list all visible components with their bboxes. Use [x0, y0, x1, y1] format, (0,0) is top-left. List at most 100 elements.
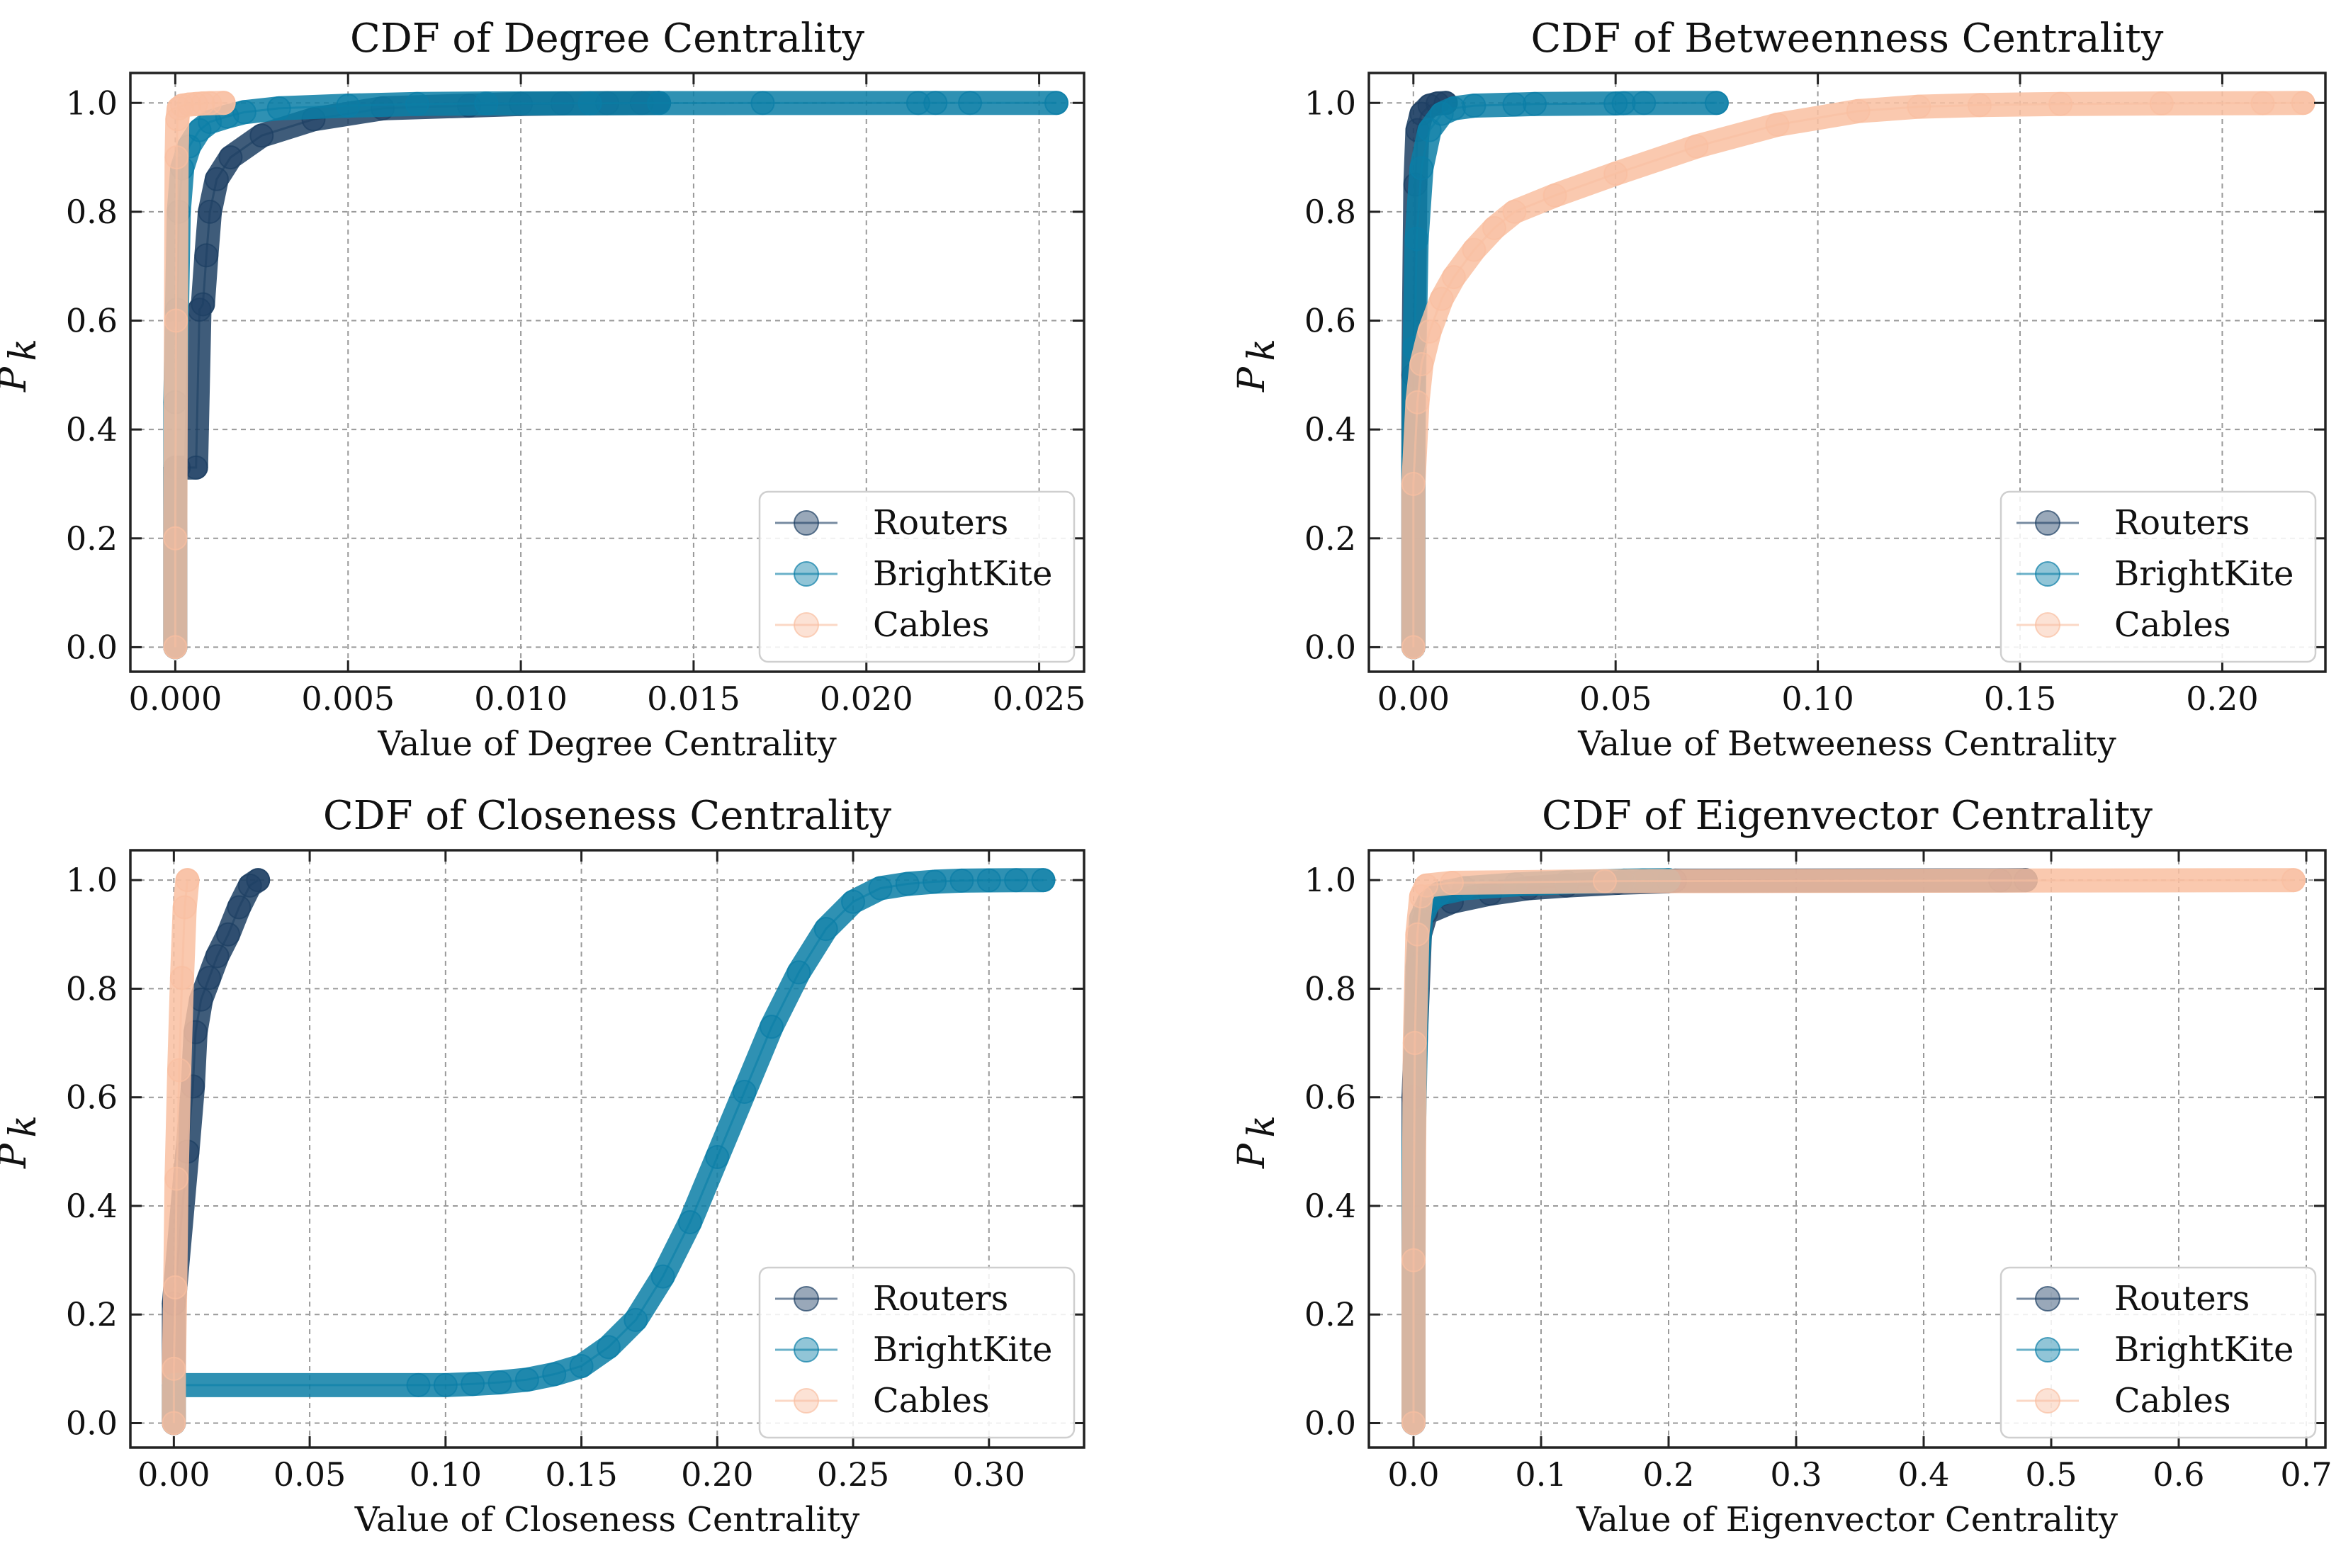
y-axis-label-sub: k: [2, 339, 45, 361]
data-point-cables: [1402, 1031, 1427, 1056]
chart-title: CDF of Betweenness Centrality: [1531, 16, 2164, 62]
y-axis-label: Pk: [1231, 1115, 1283, 1169]
data-point-routers: [218, 145, 243, 170]
data-point-cables: [1429, 286, 1454, 311]
y-tick-label: 0.4: [1304, 410, 1356, 449]
legend-marker-cables: [2035, 612, 2060, 638]
y-axis-label-sub: k: [1241, 1115, 1283, 1138]
x-tick-label: 0.015: [647, 679, 740, 718]
legend-label-brightkite: BrightKite: [2114, 554, 2294, 594]
data-point-cables: [1409, 351, 1434, 376]
data-point-brightkite: [750, 91, 775, 115]
legend-label-routers: Routers: [873, 1279, 1008, 1319]
y-axis-label-main: P: [1231, 1143, 1273, 1169]
y-axis-label-sub: k: [1241, 339, 1283, 361]
subplot-1: 0.000 0.005 0.010 0.015 0.020 0.025 0.0 0.2 0.4 0…: [0, 16, 1085, 764]
x-tick-label: 0.1: [1515, 1455, 1567, 1494]
data-point-brightkite: [596, 1335, 621, 1360]
legend-box: [1999, 1266, 2317, 1439]
data-point-cables: [1417, 319, 1442, 344]
x-tick-label: 0.05: [273, 1455, 346, 1494]
data-point-routers: [249, 123, 274, 148]
x-tick-label: 0.5: [2025, 1455, 2077, 1494]
legend-marker-brightkite: [794, 1337, 819, 1363]
data-point-cables: [163, 635, 188, 660]
data-point-cables: [2250, 91, 2275, 115]
data-point-routers: [205, 944, 230, 969]
x-tick-label: 0.00: [137, 1455, 210, 1494]
legend-label-cables: Cables: [2114, 1381, 2230, 1421]
y-tick-label: 1.0: [1304, 861, 1356, 899]
data-point-cables: [198, 91, 222, 115]
data-point-cables: [176, 92, 201, 117]
x-tick-label: 0.15: [545, 1455, 617, 1494]
y-tick-label: 0.2: [66, 1295, 118, 1333]
chart-title: CDF of Eigenvector Centrality: [1542, 793, 2153, 839]
data-point-cables: [1405, 922, 1430, 947]
data-point-brightkite: [906, 91, 930, 115]
subplot-3: 0.00 0.05 0.10 0.15 0.20 0.25 0.30 0.0 0.2 0.4 0.6…: [0, 793, 1085, 1540]
legend-box: [758, 490, 1076, 663]
legend-label-routers: Routers: [873, 503, 1008, 543]
legend-marker-brightkite: [2035, 1337, 2060, 1363]
data-point-cables: [2291, 91, 2315, 115]
data-point-brightkite: [1523, 91, 1547, 116]
y-tick-label: 0.2: [66, 519, 118, 558]
legend-label-cables: Cables: [873, 605, 989, 645]
x-tick-label: 0.0: [1387, 1455, 1439, 1494]
data-point-brightkite: [542, 1362, 567, 1387]
x-tick-label: 0.005: [301, 679, 395, 718]
x-axis-label: Value of Closeness Centrality: [354, 1500, 860, 1540]
data-point-routers: [246, 868, 271, 893]
data-point-cables: [1907, 94, 1931, 119]
series-layer: [163, 91, 1068, 660]
y-tick-label: 0.8: [66, 193, 118, 231]
x-tick-label: 0.4: [1897, 1455, 1949, 1494]
x-tick-label: 0.2: [1642, 1455, 1694, 1494]
y-axis-label: Pk: [0, 1115, 45, 1169]
x-axis-label: Value of Betweeness Centrality: [1577, 724, 2116, 764]
data-point-brightkite: [1031, 868, 1056, 893]
legend-marker-cables: [794, 612, 819, 638]
legend: Routers BrightKite Cables: [1999, 490, 2317, 663]
series-line-routers: [1412, 879, 2026, 1423]
data-point-brightkite: [569, 1354, 594, 1379]
data-point-brightkite: [1409, 156, 1434, 181]
data-point-cables: [1405, 390, 1430, 414]
subplot-2: 0.00 0.05 0.10 0.15 0.20 0.0 0.2 0.4 0.6 0.8 1.0 CD…: [1231, 16, 2327, 764]
data-point-brightkite: [813, 917, 838, 942]
data-point-cables: [164, 308, 188, 333]
data-point-cables: [1542, 183, 1567, 208]
data-point-routers: [216, 922, 241, 947]
data-point-cables: [1684, 134, 1709, 159]
data-point-brightkite: [958, 91, 983, 115]
x-tick-label: 0.6: [2153, 1455, 2204, 1494]
series-band-routers: [1401, 868, 2038, 1436]
series-layer: [1401, 91, 2315, 660]
data-point-cables: [2281, 868, 2306, 893]
data-point-cables: [1440, 870, 1464, 895]
data-point-cables: [163, 1275, 188, 1299]
data-point-cables: [162, 1411, 186, 1436]
x-tick-label: 0.10: [410, 1455, 482, 1494]
y-tick-label: 0.8: [1304, 969, 1356, 1008]
y-axis-label: Pk: [1231, 339, 1283, 393]
series-line-brightkite: [172, 879, 1044, 1423]
legend-label-cables: Cables: [873, 1381, 989, 1421]
data-point-brightkite: [336, 94, 361, 118]
data-point-brightkite: [1603, 91, 1628, 116]
data-point-cables: [1593, 869, 1617, 893]
data-point-brightkite: [705, 1144, 730, 1169]
x-tick-label: 0.20: [2186, 679, 2258, 718]
data-point-brightkite: [732, 1080, 757, 1105]
data-point-cables: [169, 966, 194, 991]
data-point-cables: [1462, 237, 1487, 262]
data-point-brightkite: [474, 91, 499, 116]
legend-marker-routers: [794, 1286, 819, 1312]
legend-label-brightkite: BrightKite: [873, 1330, 1052, 1370]
data-point-brightkite: [1417, 118, 1442, 142]
x-tick-label: 0.10: [1781, 679, 1854, 718]
legend: Routers BrightKite Cables: [758, 1266, 1076, 1439]
y-axis-label-main: P: [0, 1143, 35, 1169]
